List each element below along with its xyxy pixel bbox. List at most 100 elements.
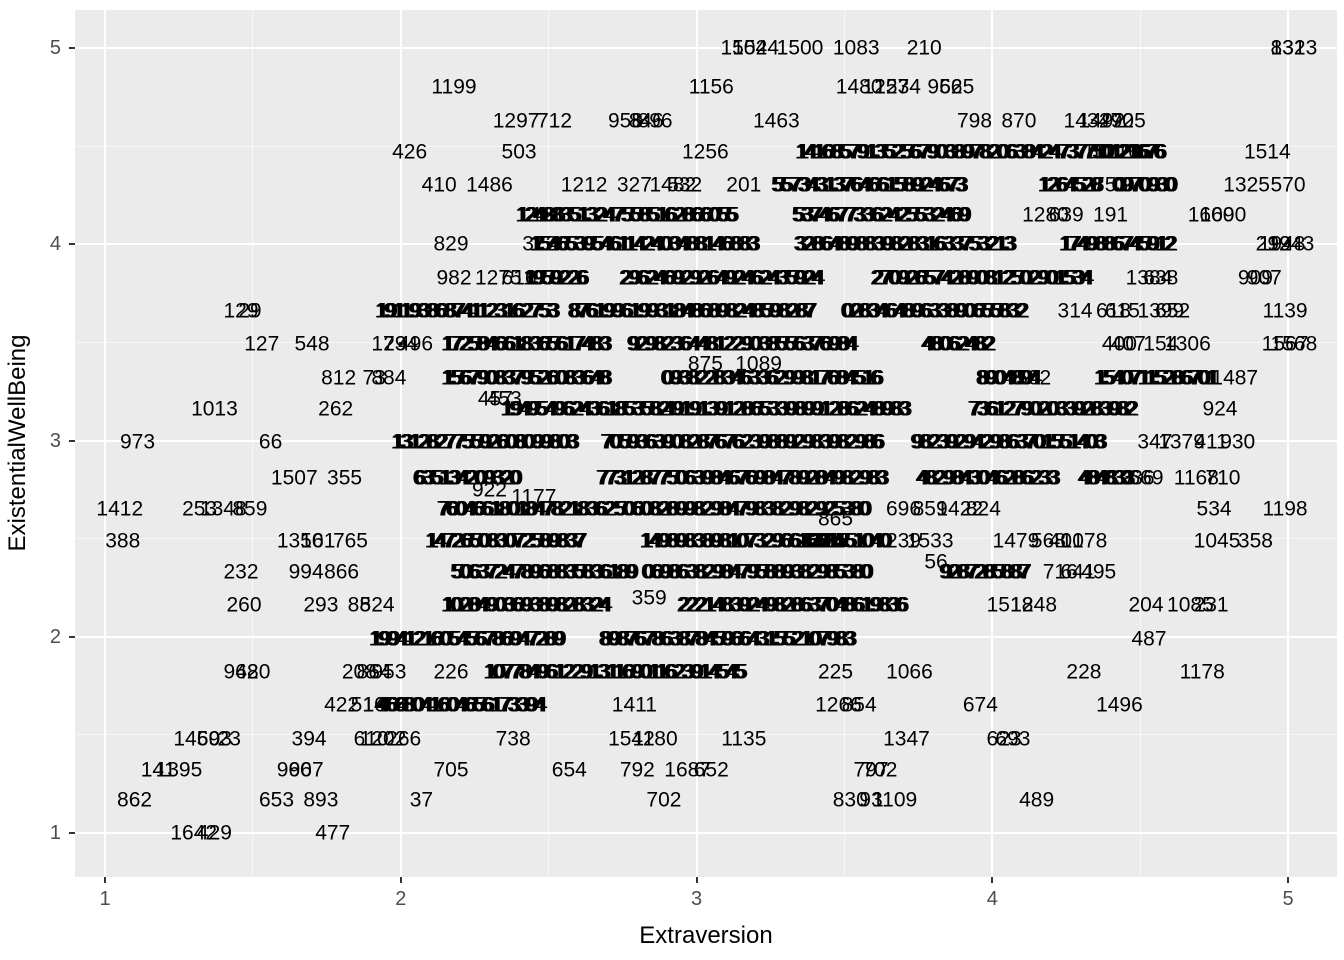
overplot-cluster-label: 06986382984795889382985380 [642, 560, 872, 584]
overplot-cluster-label: 9823929429863701551403 [910, 430, 1106, 454]
data-point-label: 514 [350, 693, 386, 717]
data-point-label: 1459 [173, 727, 221, 751]
data-point-label: 1085 [1167, 593, 1214, 617]
data-point-label: 407 [1110, 332, 1146, 356]
data-point-label: 1399 [1137, 299, 1185, 323]
overplot-cluster-label: 14989838981073296616684 [640, 529, 844, 553]
overplot-cluster-label: 1567908379526083648 [441, 366, 611, 390]
data-point-label: 208 [341, 660, 377, 684]
data-point-label: 37 [409, 788, 434, 812]
data-point-label: 864 [356, 660, 392, 684]
data-point-label: 503 [501, 140, 537, 164]
data-point-label: 750 [1075, 140, 1111, 164]
data-point-label: 798 [956, 109, 993, 133]
data-point-label: 1199 [431, 75, 477, 99]
data-point-label: 1313 [1270, 36, 1318, 60]
data-point-label: 669 [1128, 466, 1164, 490]
data-point-label: 204 [1128, 593, 1164, 617]
data-point-label: 129 [223, 299, 259, 323]
data-point-label: 410 [421, 173, 457, 197]
data-point-label: 1013 [191, 397, 238, 421]
data-point-label: 1422 [936, 497, 984, 521]
gridline-major-y [75, 47, 1337, 49]
data-point-label: 866 [324, 560, 360, 584]
data-point-label: 1524 [732, 36, 779, 60]
overplot-cluster-label: 5573431376466158924673 [771, 173, 967, 197]
data-point-label: 862 [117, 788, 153, 812]
data-point-label: 457 [477, 387, 513, 411]
data-point-label: 29 [238, 299, 262, 323]
overplot-cluster-label: 14168579135256790389782063 [795, 140, 1026, 164]
data-point-label: 812 [321, 366, 357, 390]
gridline-minor-x [252, 10, 254, 877]
data-point-label: 1045 [1193, 529, 1241, 553]
x-tick-mark [1287, 877, 1289, 883]
data-point-label: 294 [383, 332, 419, 356]
data-point-label: 358 [1237, 529, 1273, 553]
data-point-label: 1280 [1022, 203, 1069, 227]
x-tick-label: 2 [395, 888, 407, 910]
overplot-cluster-label: 028346489633890655832 [841, 299, 1027, 323]
overplot-cluster-label: 8761996199318486898248598287 [568, 299, 816, 323]
y-tick-label: 1 [49, 822, 61, 844]
data-point-label: 1109 [872, 788, 918, 812]
gridline-minor-y [75, 538, 1337, 540]
gridline-minor-x [843, 10, 845, 877]
data-point-label: 618 [1095, 299, 1132, 323]
data-point-label: 1177 [511, 485, 557, 509]
data-point-label: 1480 [835, 75, 883, 99]
data-point-label: 239 [885, 529, 922, 553]
x-tick-label: 3 [690, 888, 703, 910]
overplot-cluster-label: 1028490369389828324 [441, 593, 611, 617]
gridline-major-y [75, 832, 1337, 834]
overplot-cluster-label: 0970930 [1112, 173, 1176, 197]
data-point-label: 893 [303, 788, 339, 812]
data-point-label: 231 [1193, 593, 1229, 617]
data-point-label: 753 [1093, 173, 1129, 197]
data-point-label: 1348 [199, 497, 247, 521]
overplot-cluster-label: 92982364481229038556376984 [627, 332, 857, 356]
overplot-cluster-label: 70593639082876762398892983982986 [601, 430, 884, 454]
data-point-label: 1504 [720, 36, 768, 60]
data-point-label: 1297 [492, 109, 540, 133]
data-point-label: 610 [353, 727, 389, 751]
data-point-label: 173 [371, 332, 407, 356]
data-point-label: 958 [607, 109, 644, 133]
data-point-label: 201 [726, 173, 762, 197]
data-point-label: 1234 [874, 75, 921, 99]
data-point-label: 1325 [1223, 173, 1270, 197]
data-point-label: 1518 [986, 593, 1034, 617]
data-point-label: 270 [1098, 109, 1134, 133]
overplot-cluster-label: 635134209320 [413, 466, 521, 490]
data-point-label: 355 [327, 466, 363, 490]
data-point-label: 693 [995, 727, 1031, 751]
gridline-major-y [75, 243, 1337, 246]
data-point-label: 570 [1270, 173, 1306, 197]
data-point-label: 388 [105, 529, 141, 553]
data-point-label: 1482 [649, 173, 697, 197]
data-point-label: 1198 [1262, 497, 1308, 521]
data-point-label: 1384 [1125, 266, 1173, 290]
data-point-label: 896 [637, 109, 673, 133]
overplot-cluster-label: 1248835132475585162866055 [516, 203, 737, 227]
data-point-label: 1156 [688, 75, 734, 99]
data-point-label: 1379 [1158, 430, 1205, 454]
data-point-label: 1350 [276, 529, 324, 553]
data-point-label: 1463 [752, 109, 800, 133]
data-point-label: 859 [232, 497, 268, 521]
data-point-label: 967 [288, 758, 324, 782]
gridline-minor-y [75, 145, 1337, 147]
gridline-major-x [991, 10, 994, 877]
data-point-label: 702 [862, 758, 898, 782]
data-point-label: 262 [318, 397, 354, 421]
plot-panel: 1504 1524 1500 1083 210 832 1313 1199 1156 1480 12… [75, 10, 1337, 877]
x-tick-label: 1 [99, 888, 111, 910]
data-point-label: 738 [495, 727, 531, 751]
overplot-cluster-label: 4919139128653398991286248983 [662, 397, 911, 421]
data-point-label: 973 [120, 430, 156, 454]
data-point-label: 702 [646, 788, 682, 812]
data-point-label: 292 [1255, 232, 1291, 256]
data-point-label: 1600 [1187, 203, 1235, 227]
gridline-major-x [399, 10, 402, 877]
overplot-cluster-label: 76046618018478218362 [437, 497, 616, 521]
